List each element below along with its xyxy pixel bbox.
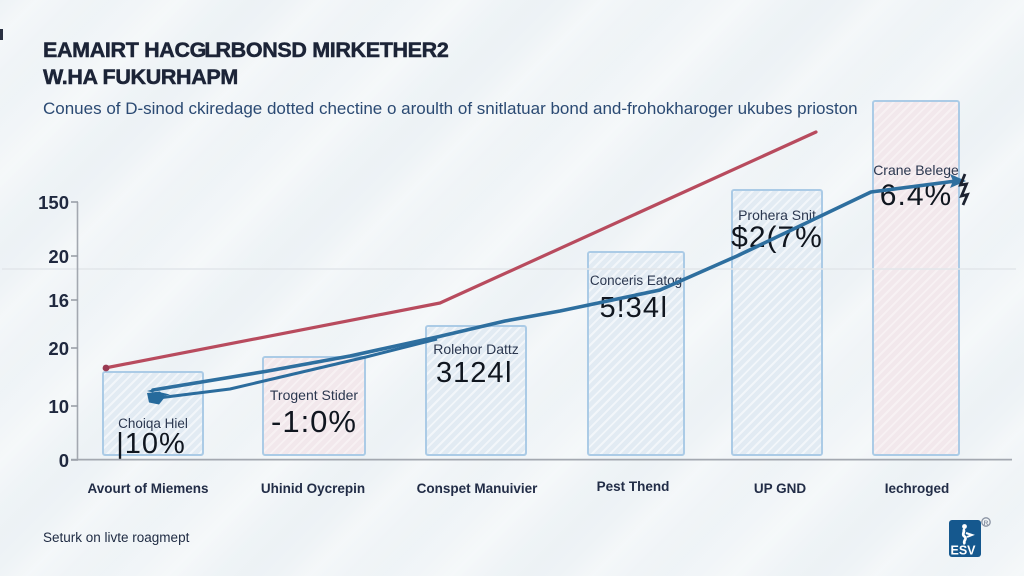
svg-text:ESV: ESV bbox=[951, 544, 977, 558]
svg-text:R: R bbox=[984, 520, 989, 527]
